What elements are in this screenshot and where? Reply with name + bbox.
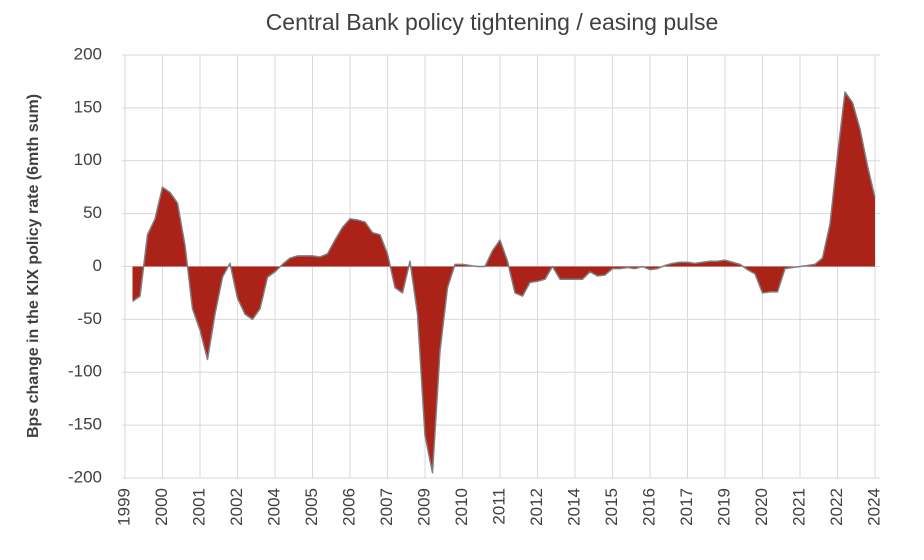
x-tick-label: 2014 — [564, 488, 583, 526]
x-tick-label: 2007 — [377, 488, 396, 526]
x-tick-label: 2019 — [714, 488, 733, 526]
x-tick-label: 2006 — [339, 488, 358, 526]
y-axis-label: Bps change in the KIX policy rate (6mth … — [25, 94, 42, 438]
x-tick-label: 2015 — [602, 488, 621, 526]
x-tick-label: 2017 — [677, 488, 696, 526]
line — [132, 91, 876, 474]
x-tick-label: 2011 — [489, 488, 508, 525]
x-tick-label: 2020 — [752, 488, 771, 526]
x-tick-label: 2002 — [227, 488, 246, 526]
x-tick-label: 2024 — [864, 488, 883, 526]
x-tick-label: 2000 — [152, 488, 171, 526]
y-tick-label: -200 — [68, 467, 102, 486]
chart-title: Central Bank policy tightening / easing … — [266, 9, 719, 35]
y-tick-label: 0 — [93, 256, 102, 275]
y-tick-label: 50 — [83, 203, 102, 222]
y-tick-label: -150 — [68, 415, 102, 434]
y-tick-label: 100 — [74, 150, 102, 169]
y-tick-label: -100 — [68, 362, 102, 381]
x-tick-label: 2010 — [452, 488, 471, 526]
x-tick-label: 2001 — [189, 488, 208, 526]
y-tick-label: 200 — [74, 44, 102, 63]
x-tick-label: 2009 — [414, 488, 433, 526]
x-tick-label: 2021 — [789, 488, 808, 526]
x-tick-label: 2005 — [302, 488, 321, 526]
x-tick-label: 1999 — [114, 488, 133, 526]
x-tick-label: 2004 — [264, 488, 283, 526]
y-tick-label: -50 — [77, 309, 102, 328]
area — [132, 92, 875, 473]
x-tick-label: 2012 — [527, 488, 546, 526]
y-tick-label: 150 — [74, 97, 102, 116]
x-tick-label: 2022 — [827, 488, 846, 526]
x-tick-label: 2016 — [639, 488, 658, 526]
